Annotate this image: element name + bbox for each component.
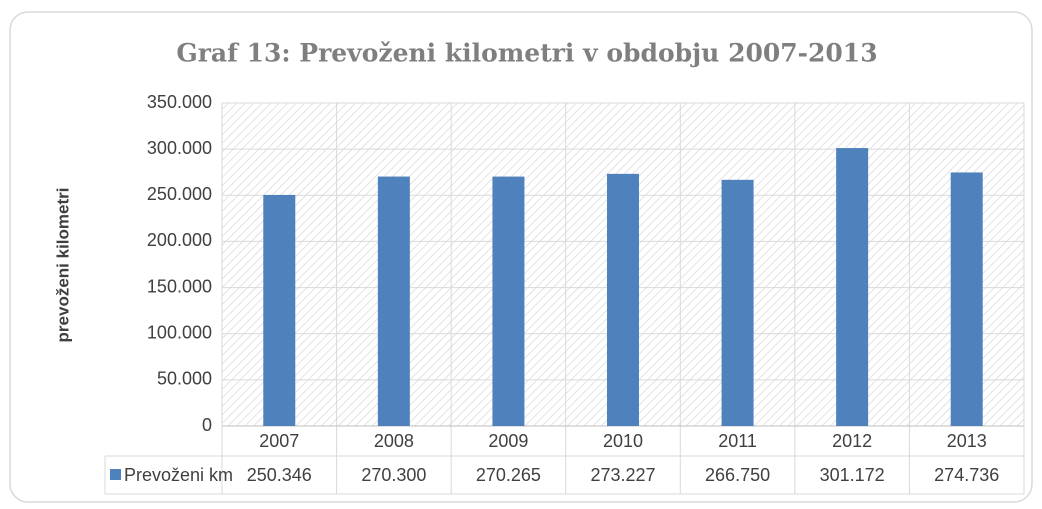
- y-tick-label: 300.000: [147, 138, 212, 158]
- legend-swatch: [110, 469, 121, 480]
- y-tick-label: 100.000: [147, 322, 212, 342]
- y-tick-label: 250.000: [147, 184, 212, 204]
- y-axis-title: prevoženi kilometri: [53, 188, 72, 343]
- x-tick-label: 2011: [718, 431, 757, 451]
- x-tick-label: 2007: [259, 431, 299, 451]
- bar: [607, 173, 639, 426]
- bar: [950, 172, 983, 426]
- table-value: 301.172: [820, 465, 885, 485]
- table-value: 250.346: [247, 465, 312, 485]
- table-value: 274.736: [934, 465, 999, 485]
- bar: [377, 176, 410, 426]
- table-value: 270.300: [361, 465, 426, 485]
- x-tick-label: 2008: [374, 431, 414, 451]
- y-tick-label: 350.000: [147, 92, 212, 112]
- legend-label: Prevoženi km: [124, 465, 233, 485]
- x-tick-label: 2013: [947, 431, 987, 451]
- x-tick-label: 2009: [488, 431, 528, 451]
- bar: [721, 179, 754, 426]
- y-tick-label: 150.000: [147, 276, 212, 296]
- table-value: 273.227: [590, 465, 655, 485]
- y-tick-label: 50.000: [157, 369, 212, 389]
- table-value: 270.265: [476, 465, 541, 485]
- x-tick-label: 2010: [603, 431, 643, 451]
- table-value: 266.750: [705, 465, 770, 485]
- y-tick-label: 200.000: [147, 230, 212, 250]
- x-tick-label: 2012: [832, 431, 872, 451]
- chart-title: Graf 13: Prevoženi kilometri v obdobju 2…: [176, 39, 877, 68]
- bar: [836, 148, 869, 426]
- bar: [263, 194, 296, 426]
- bar: [492, 176, 525, 426]
- y-tick-label: 0: [202, 415, 212, 435]
